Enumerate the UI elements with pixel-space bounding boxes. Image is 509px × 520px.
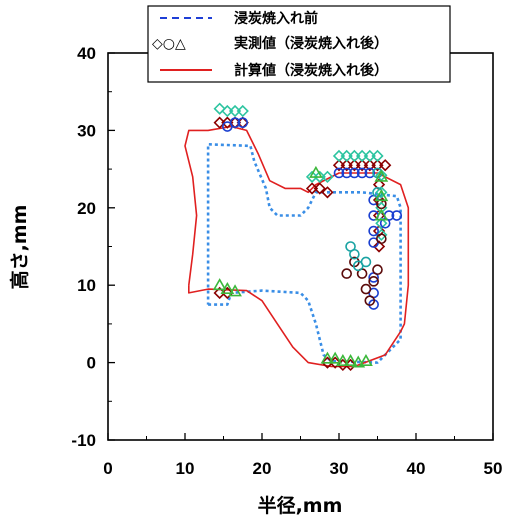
data-point-diamond (372, 240, 386, 253)
x-tick-label: 20 (253, 459, 272, 478)
data-point-diamond (313, 182, 326, 195)
data-point-triangle (212, 278, 227, 291)
data-point-circle (360, 283, 372, 295)
data-point-triangle (220, 281, 235, 294)
x-tick-label: 50 (484, 459, 503, 478)
y-axis-title: 高さ,mm (8, 205, 31, 290)
data-point-diamond (379, 159, 392, 172)
series-line (206, 143, 402, 364)
x-tick-label: 30 (330, 459, 349, 478)
data-point-triangle (359, 353, 373, 366)
data-point-circle (368, 225, 379, 237)
y-tick-label: 40 (77, 44, 96, 63)
data-point-diamond (375, 217, 388, 230)
data-point-circle (341, 268, 353, 279)
data-point-circle (237, 117, 249, 128)
y-tick-label: -10 (71, 431, 96, 450)
data-point-circle (372, 264, 383, 276)
data-point-triangle (374, 189, 389, 202)
data-point-triangle (374, 208, 389, 221)
data-point-circle (364, 295, 376, 306)
data-point-diamond (372, 224, 386, 238)
data-point-diamond (371, 149, 384, 163)
x-axis-title: 半径,mm (258, 494, 343, 517)
data-point-triangle (228, 284, 242, 297)
axes: 0 10 20 30 40 50 -10 0 10 20 30 40 (71, 44, 502, 478)
x-tick-label: 0 (103, 459, 112, 478)
legend-label-calc: 計算値（浸炭焼入れ後） (234, 62, 388, 79)
data-point-circle (360, 256, 372, 268)
series-layer (184, 125, 410, 368)
data-point-triangle (328, 351, 343, 364)
x-tick-label: 10 (176, 459, 195, 478)
data-point-circle (356, 167, 368, 179)
data-point-diamond (213, 102, 226, 115)
data-point-circle (349, 167, 360, 179)
data-point-circle (333, 167, 345, 179)
data-point-diamond (321, 170, 334, 183)
data-point-triangle (351, 355, 366, 368)
legend-label-measured: 実測値（浸炭焼入れ後） (234, 35, 388, 52)
x-tick-label: 40 (407, 459, 426, 478)
data-point-diamond (236, 104, 249, 118)
data-point-triangle (335, 353, 350, 366)
data-point-triangle (309, 165, 323, 178)
data-point-circle (368, 276, 379, 287)
y-tick-label: 30 (77, 121, 96, 140)
data-point-diamond (321, 186, 334, 199)
data-point-circle (364, 167, 376, 179)
data-point-triangle (374, 169, 389, 182)
data-point-circle (349, 248, 360, 260)
plot-frame (107, 52, 494, 441)
marker-layer (212, 102, 403, 372)
data-point-diamond (375, 186, 388, 199)
legend-label-before: 浸炭焼入れ前 (234, 10, 318, 27)
data-point-triangle (343, 353, 358, 366)
data-point-circle (229, 117, 241, 128)
y-tick-label: 0 (87, 354, 96, 373)
legend: 浸炭焼入れ前 ◇○△ 実測値（浸炭焼入れ後） 計算値（浸炭焼入れ後） (147, 5, 451, 83)
data-point-circle (391, 210, 403, 221)
legend-marker-key: ◇○△ (152, 36, 186, 52)
y-tick-label: 20 (77, 199, 96, 218)
data-point-circle (341, 167, 353, 179)
series-line (184, 125, 410, 368)
data-point-circle (376, 233, 387, 245)
data-point-diamond (221, 286, 234, 300)
data-point-circle (379, 217, 391, 229)
y-tick-label: 10 (77, 276, 96, 295)
data-point-triangle (320, 351, 335, 364)
